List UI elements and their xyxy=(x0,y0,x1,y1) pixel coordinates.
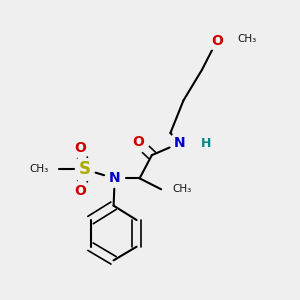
Text: O: O xyxy=(74,141,86,154)
Text: CH₃: CH₃ xyxy=(29,164,49,175)
Text: CH₃: CH₃ xyxy=(237,34,256,44)
Text: N: N xyxy=(109,171,121,185)
Text: O: O xyxy=(74,184,86,198)
Text: O: O xyxy=(132,135,144,149)
Text: N: N xyxy=(174,136,185,150)
Text: O: O xyxy=(211,34,223,48)
Text: H: H xyxy=(201,137,212,150)
Text: S: S xyxy=(79,160,91,178)
Text: CH₃: CH₃ xyxy=(172,184,191,194)
